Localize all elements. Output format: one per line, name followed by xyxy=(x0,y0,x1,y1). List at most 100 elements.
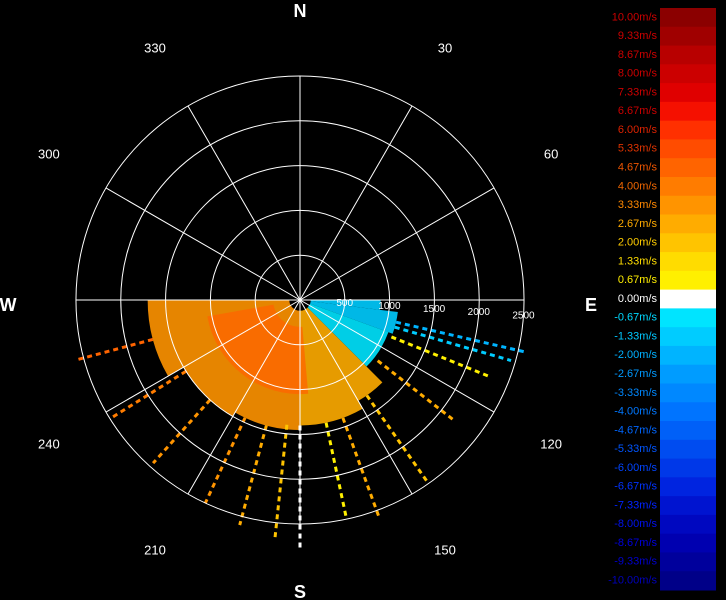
colorbar-label-15: 0.00m/s xyxy=(618,293,658,305)
colorbar-swatch-17 xyxy=(660,327,716,347)
polar-grid xyxy=(75,75,525,525)
colorbar-swatch-8 xyxy=(660,158,716,178)
colorbar-swatch-21 xyxy=(660,402,716,422)
colorbar-swatch-9 xyxy=(660,176,716,197)
colorbar-swatch-26 xyxy=(660,496,716,516)
spoke-30 xyxy=(299,105,413,301)
colorbar-swatch-10 xyxy=(660,195,716,216)
colorbar-label-1: 9.33m/s xyxy=(618,30,658,42)
colorbar-label-13: 1.33m/s xyxy=(618,255,658,267)
colorbar-label-28: -8.67m/s xyxy=(614,537,657,549)
colorbar-swatch-24 xyxy=(660,458,716,478)
angle-label-150: 150 xyxy=(434,543,456,558)
colorbar-label-12: 2.00m/s xyxy=(618,237,658,249)
velocity-streak-12 xyxy=(109,369,187,420)
colorbar-swatch-25 xyxy=(660,477,716,497)
direction-label-s: S xyxy=(294,582,306,600)
colorbar-label-9: 4.00m/s xyxy=(618,180,658,192)
colorbar-label-27: -8.00m/s xyxy=(614,518,657,530)
colorbar-swatch-29 xyxy=(660,552,716,572)
colorbar-label-8: 4.67m/s xyxy=(618,161,658,173)
colorbar-swatch-23 xyxy=(660,439,716,460)
angle-label-60: 60 xyxy=(544,146,558,161)
colorbar-labels: 10.00m/s 9.33m/s 8.67m/s 8.00m/s 7.33m/s 6.67… xyxy=(608,11,657,586)
polar-labels: N E S W 30 60 120 150 210 240 300 330 500 1000 1500 200… xyxy=(0,1,597,600)
angle-label-330: 330 xyxy=(144,40,166,55)
colorbar-swatch-15 xyxy=(660,289,716,309)
velocity-sector-3 xyxy=(305,307,383,401)
angle-label-120: 120 xyxy=(540,436,562,451)
colorbar-label-17: -1.33m/s xyxy=(614,330,657,342)
range-label-1000: 1000 xyxy=(378,301,401,312)
velocity-streak-13 xyxy=(74,337,154,362)
colorbar-swatch-27 xyxy=(660,514,716,535)
colorbar-label-16: -0.67m/s xyxy=(614,312,657,324)
angle-label-240: 240 xyxy=(38,436,60,451)
colorbar-swatch-18 xyxy=(660,345,716,366)
range-label-500: 500 xyxy=(336,298,353,309)
colorbar-label-7: 5.33m/s xyxy=(618,143,658,155)
polar-velocity-plot: N E S W 30 60 120 150 210 240 300 330 500 1000 1500 200… xyxy=(0,1,597,600)
spoke-210 xyxy=(187,299,301,495)
colorbar-label-22: -4.67m/s xyxy=(614,424,657,436)
spoke-330 xyxy=(187,105,301,301)
colorbar-swatch-0 xyxy=(660,8,716,28)
colorbar-swatch-1 xyxy=(660,26,716,47)
velocity-sector-0 xyxy=(310,300,381,310)
velocity-core xyxy=(207,304,309,395)
velocity-streak-8 xyxy=(273,424,289,541)
velocity-streak-10 xyxy=(203,417,247,504)
colorbar-swatch-14 xyxy=(660,270,716,291)
colorbar-label-23: -5.33m/s xyxy=(614,443,657,455)
range-label-2500: 2500 xyxy=(512,310,535,321)
colorbar-label-14: 0.67m/s xyxy=(618,274,658,286)
velocity-sector-2 xyxy=(307,303,389,367)
spoke-300 xyxy=(105,187,301,301)
colorbar-swatch-16 xyxy=(660,308,716,328)
range-label-1500: 1500 xyxy=(423,304,446,315)
direction-label-w: W xyxy=(0,295,17,315)
colorbar-swatch-30 xyxy=(660,571,716,591)
colorbar-swatches xyxy=(660,8,716,591)
velocity-streak-9 xyxy=(238,425,268,526)
colorbar-label-10: 3.33m/s xyxy=(618,199,658,211)
velocity-sector-1 xyxy=(310,301,398,334)
colorbar-swatch-28 xyxy=(660,533,716,553)
colorbar-label-24: -6.00m/s xyxy=(614,462,657,474)
colorbar-label-25: -6.67m/s xyxy=(614,481,657,493)
velocity-streak-1 xyxy=(394,325,512,362)
velocity-streak-0 xyxy=(395,320,528,354)
velocity-streak-3 xyxy=(376,359,457,423)
colorbar-swatch-4 xyxy=(660,83,716,103)
colorbar-label-20: -3.33m/s xyxy=(614,387,657,399)
colorbar-label-2: 8.67m/s xyxy=(618,49,658,61)
colorbar-label-21: -4.00m/s xyxy=(614,406,657,418)
angle-label-210: 210 xyxy=(144,543,166,558)
colorbar-swatch-7 xyxy=(660,139,716,159)
spoke-150 xyxy=(299,299,413,495)
colorbar-swatch-11 xyxy=(660,214,716,234)
range-label-2000: 2000 xyxy=(468,307,491,318)
angle-label-300: 300 xyxy=(38,146,60,161)
colorbar-label-3: 8.00m/s xyxy=(618,68,658,80)
colorbar-label-19: -2.67m/s xyxy=(614,368,657,380)
colorbar-label-0: 10.00m/s xyxy=(612,11,658,23)
colorbar-label-5: 6.67m/s xyxy=(618,105,658,117)
colorbar-swatch-6 xyxy=(660,120,716,140)
direction-label-n: N xyxy=(294,1,307,21)
colorbar-swatch-12 xyxy=(660,233,716,253)
colorbar-label-4: 7.33m/s xyxy=(618,86,658,98)
colorbar-swatch-5 xyxy=(660,101,716,122)
colorbar-label-18: -2.00m/s xyxy=(614,349,657,361)
colorbar-label-29: -9.33m/s xyxy=(614,556,657,568)
spoke-60 xyxy=(299,187,495,301)
colorbar-swatch-20 xyxy=(660,383,716,403)
angle-label-30: 30 xyxy=(438,40,452,55)
colorbar-swatch-13 xyxy=(660,252,716,272)
colorbar-label-6: 6.00m/s xyxy=(618,124,658,136)
spoke-120 xyxy=(299,299,495,413)
colorbar-swatch-3 xyxy=(660,64,716,84)
velocity-streak-6 xyxy=(324,422,349,520)
colorbar-swatch-2 xyxy=(660,45,716,65)
